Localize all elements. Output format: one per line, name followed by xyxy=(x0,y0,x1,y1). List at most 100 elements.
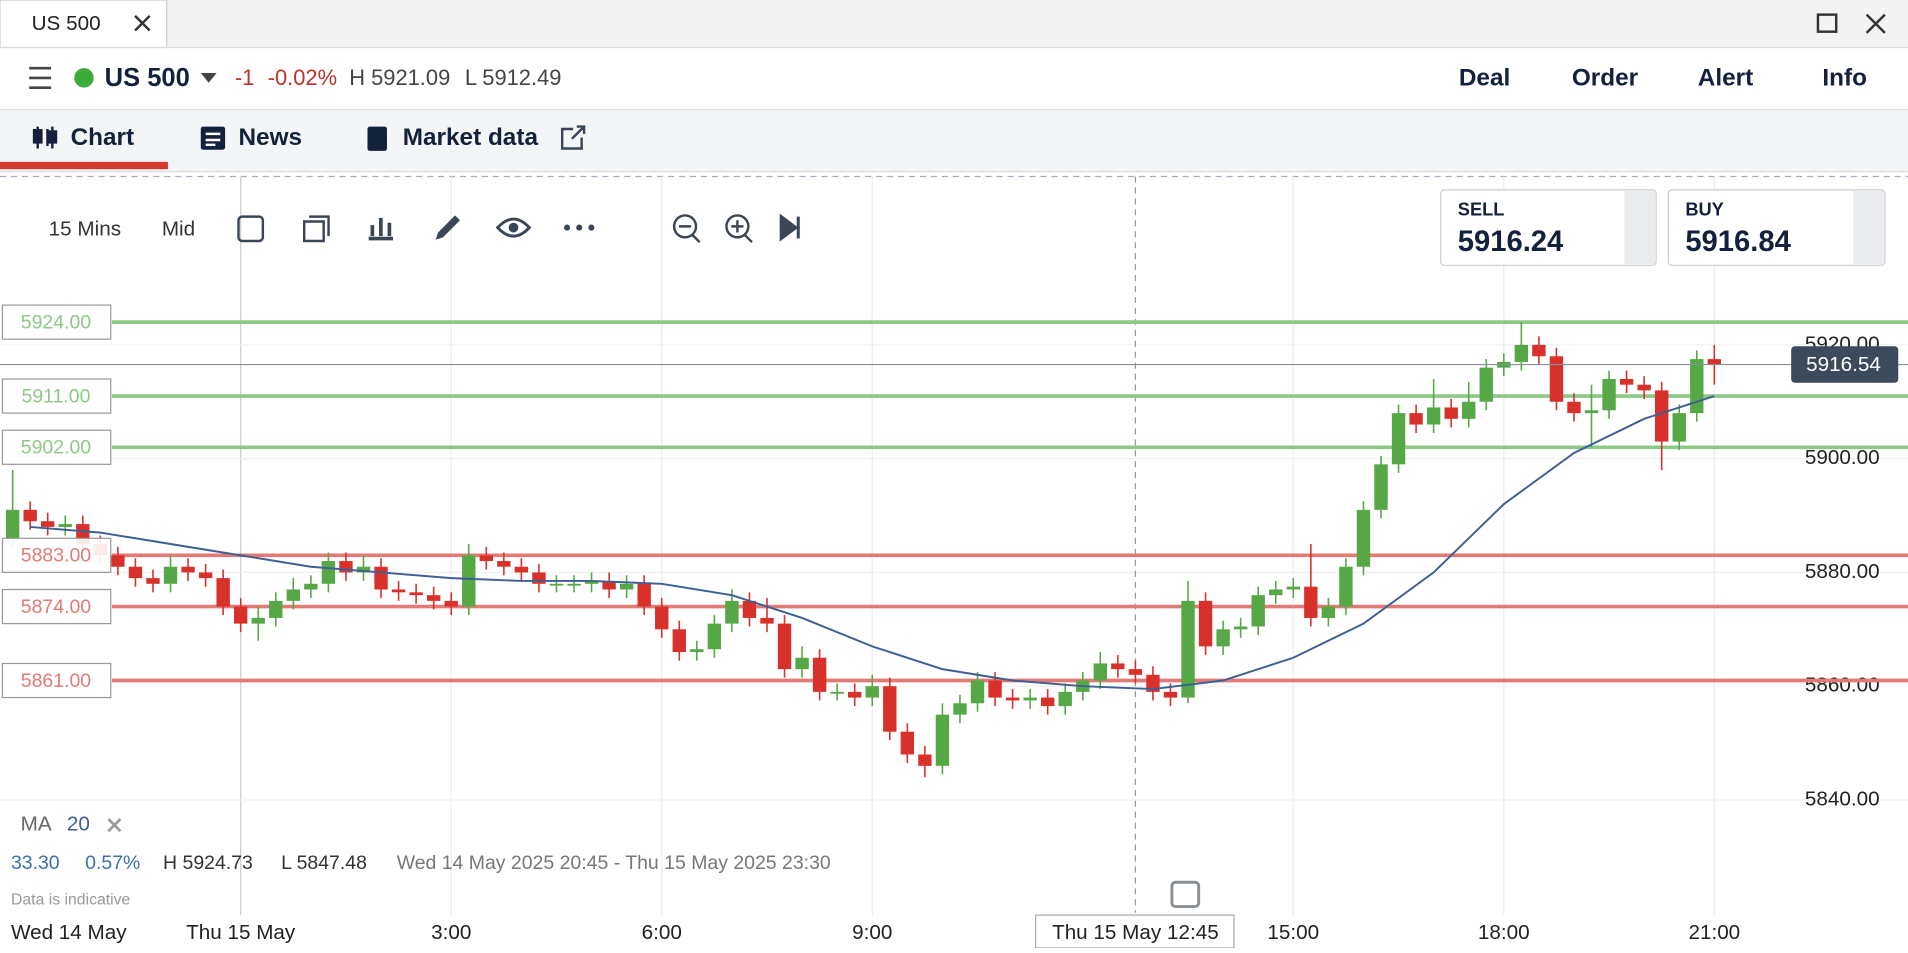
candle-body xyxy=(1426,407,1441,425)
level-label-box xyxy=(1,429,112,465)
candle-body xyxy=(391,589,406,593)
market-status xyxy=(74,68,94,88)
tool-zoom-in[interactable] xyxy=(725,214,750,239)
candle-body xyxy=(1321,606,1336,618)
chart-area[interactable]: Thu 15 May3:006:009:0015:0018:0021:00Fri… xyxy=(0,175,1908,949)
tool-view[interactable] xyxy=(495,217,532,238)
sell-button[interactable] xyxy=(1440,189,1657,266)
nav-order[interactable]: Order xyxy=(1572,65,1639,92)
level-label: 5911.00 xyxy=(22,385,91,407)
nav-info[interactable]: Info xyxy=(1822,65,1867,92)
candle-body xyxy=(742,600,757,618)
calendar-button xyxy=(1170,880,1201,909)
candle-body xyxy=(339,561,353,573)
buy-label: BUY xyxy=(1685,198,1724,219)
candle-body xyxy=(41,521,55,527)
candle-body xyxy=(321,561,336,584)
candle-body xyxy=(409,592,423,596)
candle-body xyxy=(1040,697,1055,707)
price-type[interactable]: Mid xyxy=(162,217,195,240)
candle-body xyxy=(374,566,388,590)
close-tab[interactable] xyxy=(134,15,151,32)
period-range: Wed 14 May 2025 20:45 - Thu 15 May 2025 … xyxy=(397,852,831,874)
candle-body xyxy=(426,595,441,601)
candle-body xyxy=(1198,600,1213,647)
candle-body xyxy=(216,578,230,607)
candle-body xyxy=(1163,691,1178,698)
candle-body xyxy=(795,657,809,670)
news-icon xyxy=(200,126,226,150)
candle-body xyxy=(111,555,125,567)
candle-body xyxy=(848,691,862,698)
candle-body xyxy=(900,731,915,755)
candle-body xyxy=(637,583,651,607)
disclaimer: Data is indicative xyxy=(11,892,131,909)
candle-body xyxy=(286,589,301,601)
close-window[interactable] xyxy=(1865,13,1886,34)
period-low: L 5847.48 xyxy=(281,852,367,874)
candle-body xyxy=(935,714,950,766)
candle-body xyxy=(1707,359,1722,365)
candle-body xyxy=(1374,464,1388,510)
level-label: 5902.00 xyxy=(21,437,91,459)
tab-market-data[interactable]: Market data xyxy=(403,124,539,151)
candle-body xyxy=(1619,379,1634,385)
candle-body xyxy=(584,580,599,584)
y-tick-label: 5880.00 xyxy=(1805,560,1880,583)
sell-price: 5916.24 xyxy=(1458,226,1564,258)
candle-body xyxy=(1637,384,1651,391)
x-tick-label: 3:00 xyxy=(431,921,471,944)
dropdown[interactable] xyxy=(200,73,217,83)
change: -1 xyxy=(235,65,254,90)
ma-period: 20 xyxy=(67,813,90,836)
level-label-box xyxy=(1,537,112,573)
candle-body xyxy=(707,623,722,650)
tool-compare[interactable] xyxy=(302,215,330,243)
market-data-icon xyxy=(367,126,387,151)
remove-ma[interactable] xyxy=(107,818,122,833)
candle-body xyxy=(58,524,72,527)
tool-zoom-out[interactable] xyxy=(672,214,698,239)
candle-body xyxy=(1269,589,1283,596)
instrument-name[interactable]: US 500 xyxy=(105,64,190,92)
candle-body xyxy=(865,686,879,698)
candle-body xyxy=(1514,344,1529,362)
candle-body xyxy=(830,691,844,694)
tab-news[interactable]: News xyxy=(239,124,303,151)
candle-body xyxy=(128,566,143,579)
tool-calendar[interactable] xyxy=(237,215,265,243)
window-tab[interactable] xyxy=(0,0,168,49)
candle-body xyxy=(1128,669,1143,675)
candle-body xyxy=(1444,407,1458,419)
candle-body xyxy=(462,555,476,607)
candle-body xyxy=(444,600,458,607)
menu[interactable] xyxy=(29,66,52,89)
level-label: 5883.00 xyxy=(21,545,91,567)
buy-button[interactable] xyxy=(1667,189,1886,266)
candle-body xyxy=(883,686,897,732)
candle-body xyxy=(234,606,248,624)
nav-alert[interactable]: Alert xyxy=(1698,65,1753,92)
x-start-label: Wed 14 May xyxy=(11,921,127,944)
chart-overlay: 15 Mins Mid SELL 5916.24 BUY 5916.84 MA … xyxy=(11,189,1886,944)
candle-body xyxy=(23,509,37,522)
tool-chart-type[interactable] xyxy=(368,217,394,241)
candle-body xyxy=(514,566,529,573)
candle-body xyxy=(1005,697,1020,701)
sell-label: SELL xyxy=(1458,198,1505,219)
tool-draw[interactable] xyxy=(435,215,460,240)
candle-body xyxy=(1339,566,1353,607)
nav-deal[interactable]: Deal xyxy=(1459,65,1510,92)
candle-body xyxy=(532,572,546,584)
level-label: 5924.00 xyxy=(21,311,91,333)
candle-body xyxy=(1146,674,1160,692)
tool-latest[interactable] xyxy=(779,213,800,242)
maximize[interactable] xyxy=(1816,13,1838,33)
current-price-label: 5916.54 xyxy=(1806,353,1881,376)
interval[interactable]: 15 Mins xyxy=(49,217,121,240)
tab-chart[interactable]: Chart xyxy=(71,124,135,151)
candle-body xyxy=(198,572,213,579)
period-change: 33.30 xyxy=(11,852,60,874)
candle-body xyxy=(1532,344,1546,357)
title-bar xyxy=(0,0,1908,48)
